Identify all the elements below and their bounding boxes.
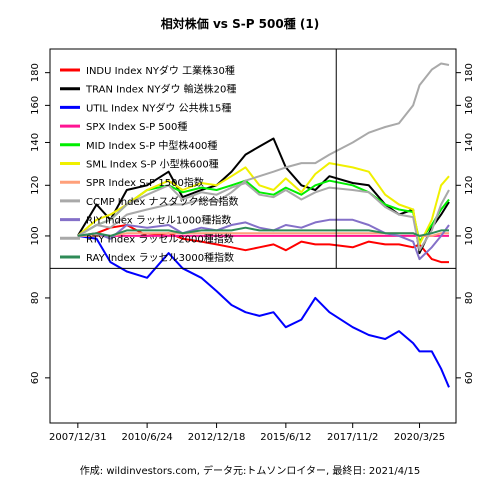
y-tick-label-right: 140 xyxy=(464,133,475,152)
y-tick-label-left: 100 xyxy=(30,226,41,245)
legend-label-7: SPR Index S-P 1500指数 xyxy=(86,176,204,189)
series-line-3 xyxy=(77,234,450,388)
legend-label-3: UTIL Index NYダウ 公共株15種 xyxy=(86,101,231,114)
series-layer xyxy=(76,62,450,388)
x-tick-label: 2015/6/12 xyxy=(260,432,311,443)
chart-title: 相対株価 vs S-P 500種 (1) xyxy=(161,16,319,31)
series-line-2 xyxy=(76,137,450,255)
legend-label-11: RAY Index ラッセル3000種指数 xyxy=(86,251,234,264)
legend: INDU Index NYダウ 工業株30種 TRAN Index NYダウ 輸送… xyxy=(60,64,239,264)
series-line-8 xyxy=(77,62,450,237)
y-tick-label-left: 120 xyxy=(30,176,41,195)
x-tick-label: 2007/12/31 xyxy=(49,432,107,443)
y-tick-label-right: 100 xyxy=(464,226,475,245)
y-tick-label-left: 60 xyxy=(30,371,41,384)
x-tick-label: 2020/3/25 xyxy=(394,432,445,443)
legend-label-2: TRAN Index NYダウ 輸送株20種 xyxy=(85,83,236,96)
legend-label-6: SML Index S-P 小型株600種 xyxy=(86,158,219,171)
legend-label-9: RIY Index ラッセル1000種指数 xyxy=(86,214,231,227)
x-tick-label: 2017/11/2 xyxy=(327,432,378,443)
y-tick-label-left: 80 xyxy=(30,292,41,305)
y-tick-label-left: 160 xyxy=(30,96,41,115)
y-tick-label-right: 160 xyxy=(464,96,475,115)
y-tick-label-left: 140 xyxy=(30,133,41,152)
y-tick-label-right: 120 xyxy=(464,176,475,195)
footer-credit: 作成: wildinvestors.com, データ元:トムソンロイター, 最終… xyxy=(80,464,420,477)
y-tick-label-left: 180 xyxy=(30,63,41,82)
x-tick-label: 2010/6/24 xyxy=(121,432,172,443)
legend-label-4: SPX Index S-P 500種 xyxy=(86,120,187,133)
legend-label-1: INDU Index NYダウ 工業株30種 xyxy=(86,64,235,77)
y-tick-label-right: 180 xyxy=(464,63,475,82)
series-line-11 xyxy=(77,226,449,237)
crosshair xyxy=(50,49,456,269)
axes: 60 60 80 80 100 100 120 120 140 140 160 160 180 180 20… xyxy=(30,63,475,443)
x-tick-label: 2012/12/18 xyxy=(188,432,246,443)
legend-label-5: MID Index S-P 中型株400種 xyxy=(86,139,217,152)
legend-label-10: RTY Index ラッセル2000種指数 xyxy=(86,232,234,245)
legend-label-8: CCMP Index ナスダック総合指数 xyxy=(86,195,239,208)
series-line-9 xyxy=(77,218,450,261)
y-tick-label-right: 60 xyxy=(464,371,475,384)
y-tick-label-right: 80 xyxy=(464,292,475,305)
series-line-10 xyxy=(77,182,450,252)
series-line-6 xyxy=(77,162,450,246)
